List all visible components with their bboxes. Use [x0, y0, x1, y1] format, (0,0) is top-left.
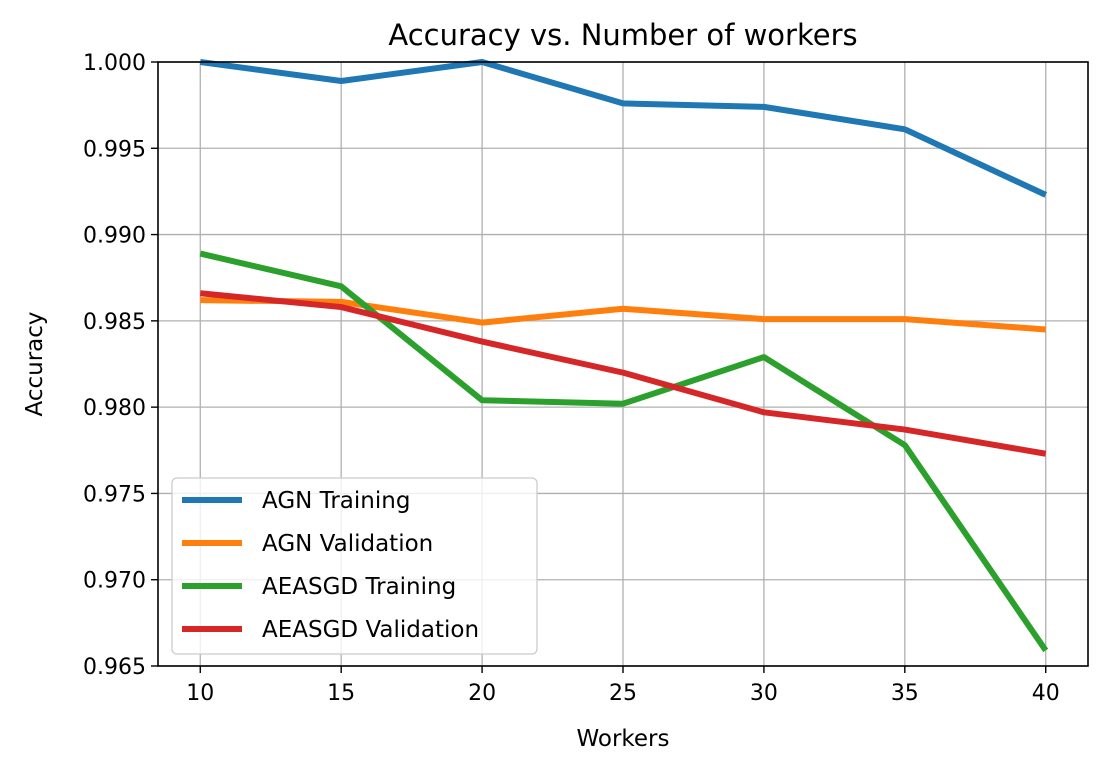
y-tick-label: 0.990: [83, 224, 146, 249]
y-tick-label: 0.995: [83, 137, 146, 162]
y-tick-label: 0.985: [83, 310, 146, 335]
y-tick-label: 1.000: [83, 51, 146, 76]
series-line-aeasgd-training: [199, 250, 1049, 653]
series-line-agn-validation: [200, 297, 1046, 333]
y-tick-label: 0.975: [83, 482, 146, 507]
chart-title: Accuracy vs. Number of workers: [388, 18, 857, 52]
legend: AGN Training AGN Validation AEASGD Trainin…: [171, 477, 538, 655]
x-tick-label: 35: [891, 681, 919, 706]
legend-label-aeasgd-validation: AEASGD Validation: [262, 617, 479, 643]
series-line-agn-training: [199, 59, 1047, 198]
series-line-aeasgd-validation: [199, 290, 1047, 457]
y-tick-label: 0.980: [83, 396, 146, 421]
legend-label-agn-training: AGN Training: [262, 488, 410, 514]
x-tick-label: 20: [468, 681, 496, 706]
x-tick-label: 40: [1032, 681, 1060, 706]
y-tick-label: 0.970: [83, 569, 146, 594]
series-layer: [199, 59, 1049, 653]
legend-box: [171, 477, 538, 655]
legend-label-agn-validation: AGN Validation: [262, 531, 433, 557]
x-tick-label: 25: [609, 681, 637, 706]
y-tick-label: 0.965: [83, 655, 146, 680]
y-axis-label: Accuracy: [22, 311, 48, 416]
x-tick-label: 30: [750, 681, 778, 706]
x-tick-label: 15: [327, 681, 355, 706]
x-tick-label: 10: [186, 681, 214, 706]
legend-label-aeasgd-training: AEASGD Training: [262, 574, 456, 600]
x-axis-label: Workers: [576, 726, 669, 752]
x-axis-ticks: 10 15 20 25 30 35 40: [186, 666, 1060, 706]
grid-lines: [158, 61, 1088, 667]
y-axis-ticks: 0.965 0.970 0.975 0.980 0.985 0.990 0.995 1.000: [83, 51, 158, 680]
